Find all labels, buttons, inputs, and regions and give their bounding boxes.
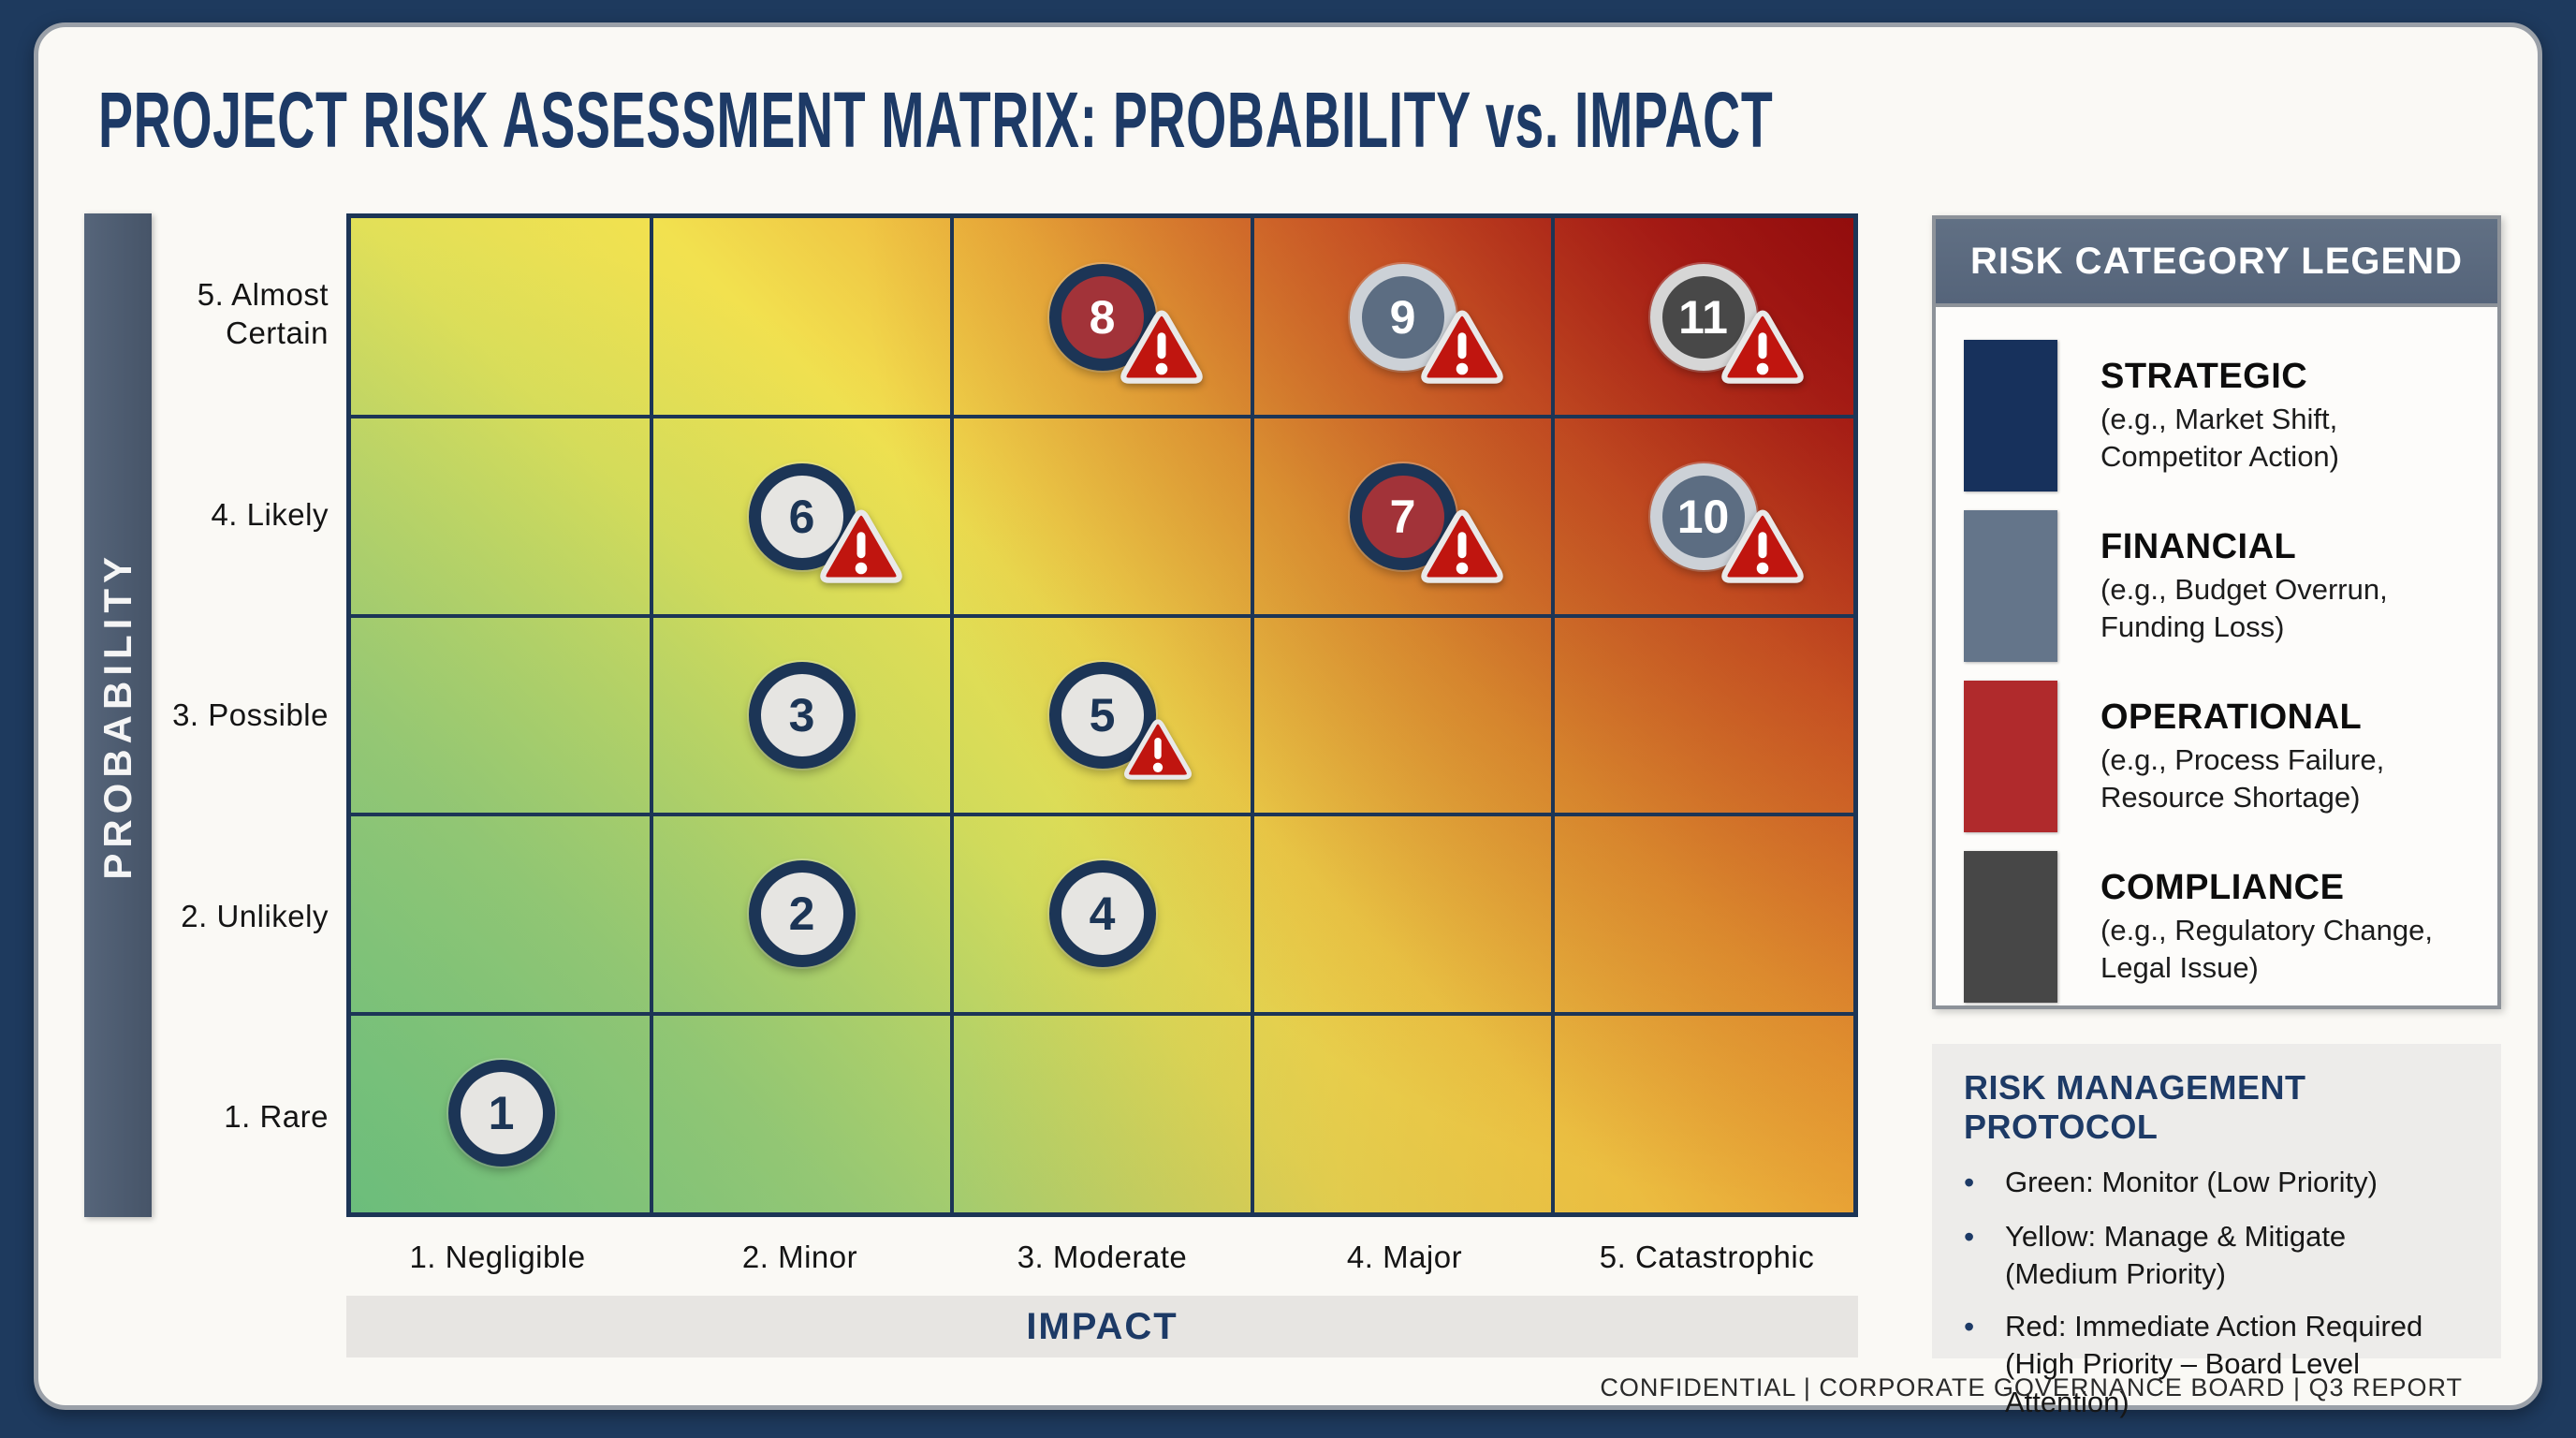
grid-line-vertical: [1551, 218, 1555, 1212]
grid-line-horizontal: [351, 613, 1853, 618]
legend-item-name: COMPLIANCE: [2100, 867, 2345, 907]
warning-badge: [1720, 509, 1805, 592]
probability-axis-bar: PROBABILITY: [84, 213, 152, 1217]
warning-badge: [1720, 310, 1805, 392]
legend-item-name: STRATEGIC: [2100, 356, 2308, 396]
warning-badge: [1420, 509, 1504, 592]
legend-items: STRATEGIC (e.g., Market Shift, Competitor…: [1936, 307, 2497, 1026]
risk-matrix-grid: 1 2 3 4 5 6 7 8 9 10 11: [346, 213, 1858, 1217]
legend-item-operational: OPERATIONAL (e.g., Process Failure, Resou…: [1964, 676, 2475, 837]
legend-item-text: OPERATIONAL (e.g., Process Failure, Resou…: [2100, 697, 2384, 815]
risk-marker-circle: 4: [1048, 860, 1156, 968]
legend-item-desc: (e.g., Process Failure, Resource Shortag…: [2100, 742, 2385, 814]
legend-item-strategic: STRATEGIC (e.g., Market Shift, Competitor…: [1964, 335, 2475, 496]
legend-item-text: COMPLIANCE (e.g., Regulatory Change, Lega…: [2100, 868, 2433, 986]
warning-badge: [1123, 719, 1193, 787]
bullet-icon: •: [1964, 1219, 1975, 1254]
grid-line-horizontal: [351, 813, 1853, 817]
impact-axis-bar: IMPACT: [346, 1296, 1858, 1357]
impact-column-labels: 1. Negligible 2. Minor 3. Moderate 4. Major…: [346, 1232, 1858, 1283]
legend-item-name: FINANCIAL: [2100, 526, 2297, 566]
risk-marker-number: 10: [1676, 490, 1730, 543]
risk-marker-number: 1: [488, 1086, 515, 1139]
risk-marker-number: 7: [1389, 490, 1416, 543]
grid-line-horizontal: [351, 1011, 1853, 1016]
grid-line-vertical: [950, 218, 954, 1212]
probability-label-5: 5. Almost Certain: [197, 276, 329, 351]
protocol-item-text: Yellow: Manage & Mitigate (Medium Priori…: [2005, 1219, 2347, 1290]
protocol-item-1: • Green: Monitor (Low Priority): [1964, 1164, 2477, 1203]
risk-marker-number: 5: [1089, 689, 1116, 741]
grid-line-vertical: [650, 218, 653, 1212]
grid-line-vertical: [1251, 218, 1254, 1212]
legend-item-text: FINANCIAL (e.g., Budget Overrun, Funding …: [2100, 527, 2388, 645]
probability-row-labels: 5. Almost Certain 4. Likely 3. Possible 2. …: [132, 213, 329, 1217]
protocol-header: RISK MANAGEMENT PROTOCOL: [1964, 1068, 2306, 1146]
probability-label-2: 2. Unlikely: [181, 898, 329, 933]
protocol-item-2: • Yellow: Manage & Mitigate (Medium Prior…: [1964, 1218, 2477, 1294]
risk-marker-number: 11: [1678, 291, 1728, 345]
impact-label-2: 2. Minor: [741, 1240, 858, 1274]
risk-marker-number: 8: [1089, 291, 1116, 345]
warning-icon: [1720, 509, 1804, 583]
protocol-item-3: • Red: Immediate Action Required (High Pr…: [1964, 1308, 2477, 1421]
page-title-text: PROJECT RISK ASSESSMENT MATRIX: PROBABIL…: [98, 76, 1774, 164]
legend-swatch-compliance: [1964, 851, 2057, 1003]
risk-marker-number: 3: [788, 689, 815, 741]
protocol-item-text: Red: Immediate Action Required (High Pri…: [2005, 1310, 2423, 1418]
impact-label-1: 1. Negligible: [409, 1240, 586, 1274]
legend-item-financial: FINANCIAL (e.g., Budget Overrun, Funding …: [1964, 506, 2475, 667]
risk-marker-circle: 1: [447, 1059, 555, 1167]
warning-icon: [1420, 509, 1503, 583]
impact-label-4: 4. Major: [1346, 1240, 1463, 1274]
grid-line-horizontal: [351, 415, 1853, 419]
card: PROJECT RISK ASSESSMENT MATRIX: PROBABIL…: [34, 22, 2542, 1418]
risk-marker-circle: 8: [1048, 264, 1156, 372]
legend-swatch-financial: [1964, 510, 2057, 662]
bullet-icon: •: [1964, 1310, 1975, 1344]
protocol-item-text: Green: Monitor (Low Priority): [2005, 1166, 2378, 1198]
legend-header: RISK CATEGORY LEGEND: [1936, 219, 2497, 307]
legend-item-name: OPERATIONAL: [2100, 697, 2363, 737]
footer-text: CONFIDENTIAL | CORPORATE GOVERNANCE BOAR…: [1600, 1373, 2463, 1401]
legend-item-desc: (e.g., Budget Overrun, Funding Loss): [2100, 572, 2388, 643]
risk-marker-circle: 2: [748, 860, 856, 968]
legend-item-text: STRATEGIC (e.g., Market Shift, Competitor…: [2100, 357, 2339, 475]
warning-icon: [1720, 310, 1804, 384]
legend-swatch-strategic: [1964, 340, 2057, 492]
warning-icon: [1120, 310, 1203, 384]
risk-marker-number: 2: [788, 888, 815, 941]
legend-item-desc: (e.g., Regulatory Change, Legal Issue): [2100, 913, 2433, 984]
warning-badge: [819, 509, 903, 592]
legend-swatch-operational: [1964, 681, 2057, 832]
risk-marker-number: 4: [1089, 888, 1116, 941]
risk-marker-number: 6: [788, 490, 815, 543]
protocol-panel: RISK MANAGEMENT PROTOCOL • Green: Monitor…: [1932, 1044, 2501, 1418]
warning-icon: [1420, 310, 1503, 384]
probability-label-1: 1. Rare: [224, 1099, 329, 1135]
impact-label-5: 5. Catastrophic: [1599, 1240, 1815, 1274]
warning-badge: [1420, 310, 1504, 392]
impact-axis-label: IMPACT: [1026, 1305, 1178, 1347]
protocol-list: • Green: Monitor (Low Priority) • Yellow: M…: [1964, 1164, 2477, 1421]
risk-marker-number: 9: [1389, 291, 1416, 345]
impact-label-3: 3. Moderate: [1017, 1240, 1188, 1274]
page-title: PROJECT RISK ASSESSMENT MATRIX: PROBABIL…: [98, 68, 2576, 171]
risk-marker-circle: 3: [748, 662, 856, 769]
legend-panel: RISK CATEGORY LEGEND STRATEGIC (e.g., Mar…: [1932, 215, 2501, 1009]
warning-icon: [819, 509, 902, 583]
legend-item-compliance: COMPLIANCE (e.g., Regulatory Change, Lega…: [1964, 846, 2475, 1007]
warning-badge: [1120, 310, 1204, 392]
warning-icon: [1123, 719, 1192, 780]
probability-label-3: 3. Possible: [172, 697, 329, 733]
bullet-icon: •: [1964, 1166, 1975, 1199]
legend-item-desc: (e.g., Market Shift, Competitor Action): [2100, 402, 2339, 473]
probability-label-4: 4. Likely: [211, 496, 329, 532]
